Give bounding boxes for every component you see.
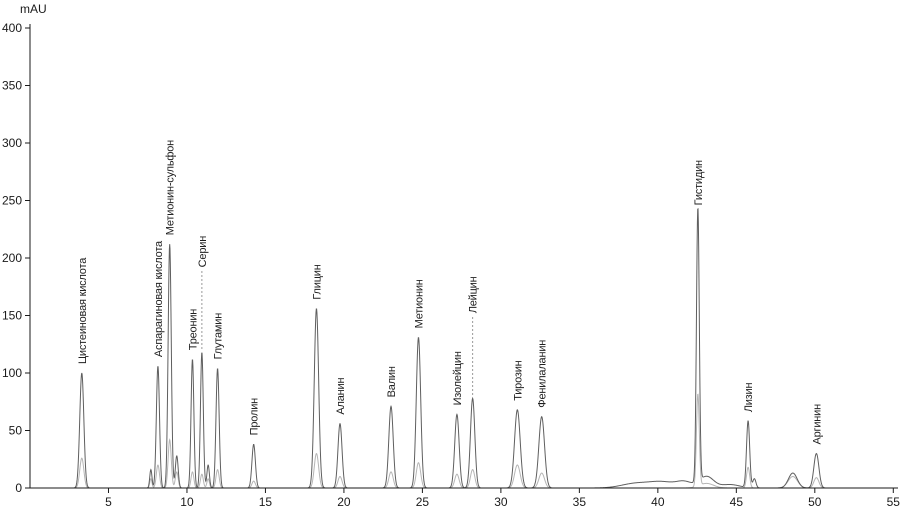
- peak-label: Глутамин: [213, 313, 225, 360]
- peak-label: Метионин: [413, 279, 425, 328]
- peak-label: Треонин: [187, 309, 199, 350]
- x-tick-label: 35: [573, 495, 587, 508]
- y-tick-label: 350: [2, 79, 22, 93]
- x-tick-label: 10: [180, 495, 194, 508]
- x-tick-label: 5: [105, 495, 112, 508]
- peak-label: Аланин: [335, 378, 347, 415]
- x-tick-label: 45: [730, 495, 744, 508]
- peak-label: Валин: [386, 366, 398, 397]
- peak-label: Метионин-сульфон: [165, 140, 177, 235]
- x-tick-label: 40: [651, 495, 665, 508]
- peak-label: Изолейцин: [452, 351, 464, 405]
- peak-label: Аспарагиновая кислота: [153, 240, 165, 357]
- y-tick-label: 250: [2, 194, 22, 208]
- x-tick-label: 15: [259, 495, 273, 508]
- x-tick-label: 25: [416, 495, 430, 508]
- x-tick-label: 55: [887, 495, 901, 508]
- peak-label: Гистидин: [693, 160, 705, 205]
- axes: 0 50 100 150 200 250 300 350 400 5 10 15 20 25 30 35 40 4…: [2, 21, 900, 508]
- peak-label: Серин: [197, 236, 209, 268]
- peak-label: Аргинин: [811, 404, 823, 445]
- y-tick-label: 400: [2, 21, 22, 35]
- x-tick-label: 50: [808, 495, 822, 508]
- y-tick-label: 0: [15, 481, 22, 495]
- y-tick-label: 200: [2, 251, 22, 265]
- y-tick-label: 300: [2, 136, 22, 150]
- x-tick-label: 30: [494, 495, 508, 508]
- peak-label: Глицин: [311, 264, 323, 299]
- peak-label: Лизин: [743, 383, 755, 413]
- x-tick-label: 20: [337, 495, 351, 508]
- label-leader-lines: [201, 271, 474, 396]
- peak-label: Лейцин: [468, 276, 480, 313]
- y-tick-label: 100: [2, 366, 22, 380]
- peak-label: Тирозин: [512, 360, 524, 400]
- peak-label: Пролин: [249, 398, 261, 435]
- peak-label: Цистеиновая кислота: [77, 257, 89, 364]
- y-tick-label: 50: [9, 424, 23, 438]
- y-tick-label: 150: [2, 309, 22, 323]
- y-axis-unit-label: mAU: [20, 2, 47, 16]
- peak-label: Фенилаланин: [537, 340, 549, 408]
- peak-labels: Цистеиновая кислота Аспарагиновая кислота…: [77, 140, 824, 445]
